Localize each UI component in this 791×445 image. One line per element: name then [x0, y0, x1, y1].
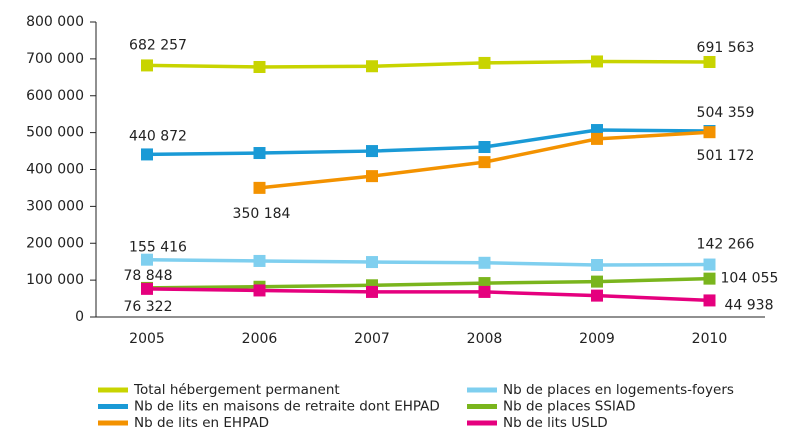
legend-label: Nb de lits en EHPAD: [134, 415, 269, 431]
point-marker: [591, 55, 603, 68]
point-marker: [253, 284, 266, 297]
x-tick-label: 2010: [692, 331, 728, 347]
y-tick-label: 800 000: [26, 14, 84, 30]
data-label: 501 172: [697, 148, 755, 164]
data-label: 504 359: [697, 105, 755, 121]
data-label: 350 184: [233, 206, 291, 222]
point-marker: [253, 254, 266, 267]
point-marker: [478, 56, 491, 69]
point-marker: [141, 253, 153, 266]
point-marker: [253, 181, 266, 194]
point-marker: [591, 132, 603, 145]
x-tick-label: 2006: [242, 331, 278, 347]
point-marker: [703, 294, 716, 307]
y-tick-label: 700 000: [26, 51, 84, 67]
data-label: 78 848: [124, 268, 173, 284]
point-marker: [253, 60, 266, 73]
point-marker: [703, 272, 716, 285]
point-marker: [366, 170, 378, 183]
series-line: [146, 287, 710, 303]
data-label: 104 055: [721, 271, 779, 287]
y-tick-label: 0: [75, 309, 84, 325]
point-marker: [366, 256, 378, 269]
point-marker: [703, 258, 716, 271]
y-tick-label: 300 000: [26, 198, 84, 214]
point-marker: [478, 256, 491, 269]
point-marker: [141, 282, 153, 295]
x-tick-label: 2005: [129, 331, 165, 347]
y-tick-label: 200 000: [26, 235, 84, 251]
data-label: 155 416: [129, 240, 187, 256]
point-marker: [253, 147, 266, 160]
point-marker: [591, 275, 603, 288]
point-marker: [478, 141, 491, 154]
point-marker: [591, 259, 603, 272]
point-marker: [366, 60, 378, 73]
x-tick-label: 2009: [579, 331, 615, 347]
data-label: 682 257: [129, 37, 187, 53]
point-marker: [478, 285, 491, 298]
point-marker: [591, 289, 603, 302]
legend-label: Nb de places en logements-foyers: [503, 382, 734, 398]
point-marker: [703, 126, 716, 139]
y-tick-label: 600 000: [26, 88, 84, 104]
legend-label: Nb de lits en maisons de retraite dont E…: [134, 399, 440, 415]
point-marker: [141, 148, 153, 161]
data-label: 142 266: [697, 237, 755, 253]
series-line: [146, 128, 710, 157]
legend-label: Total hébergement permanent: [133, 382, 340, 398]
data-label: 76 322: [124, 299, 173, 315]
legend-label: Nb de lits USLD: [503, 415, 608, 431]
y-tick-label: 400 000: [26, 162, 84, 178]
data-label: 44 938: [725, 297, 774, 313]
y-tick-label: 500 000: [26, 125, 84, 141]
x-tick-label: 2008: [467, 331, 503, 347]
point-marker: [366, 285, 378, 298]
y-tick-label: 100 000: [26, 272, 84, 288]
point-marker: [366, 145, 378, 158]
data-label: 440 872: [129, 128, 187, 144]
series-line: [146, 59, 710, 69]
series-line: [146, 257, 710, 267]
data-label: 691 563: [697, 40, 755, 56]
point-marker: [478, 156, 491, 169]
x-tick-label: 2007: [354, 331, 390, 347]
series-line: [146, 276, 710, 290]
point-marker: [141, 59, 153, 72]
point-marker: [703, 55, 716, 68]
legend-label: Nb de places SSIAD: [503, 399, 636, 415]
